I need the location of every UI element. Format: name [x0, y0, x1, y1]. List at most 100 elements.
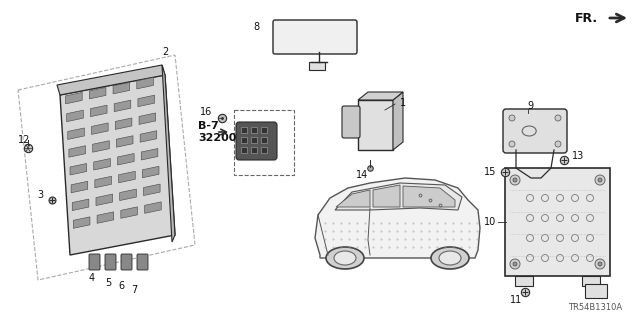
Polygon shape	[90, 105, 107, 117]
Bar	[261, 137, 267, 143]
Polygon shape	[67, 110, 83, 122]
Polygon shape	[69, 146, 86, 157]
FancyBboxPatch shape	[105, 254, 116, 270]
Bar	[234, 110, 294, 175]
Polygon shape	[70, 164, 86, 175]
Polygon shape	[65, 92, 82, 104]
Text: B-7: B-7	[198, 121, 219, 131]
Bar	[251, 147, 257, 153]
Text: 10: 10	[484, 217, 496, 227]
Bar	[251, 127, 257, 133]
Text: 16: 16	[200, 107, 212, 117]
Polygon shape	[118, 154, 134, 165]
Polygon shape	[143, 184, 160, 196]
Text: 32200: 32200	[198, 133, 236, 143]
Polygon shape	[93, 141, 109, 152]
FancyBboxPatch shape	[585, 284, 607, 298]
Polygon shape	[140, 131, 157, 142]
Text: 15: 15	[484, 167, 496, 177]
Polygon shape	[72, 199, 89, 211]
Circle shape	[513, 262, 517, 266]
Polygon shape	[113, 82, 130, 94]
Bar	[241, 137, 247, 143]
Polygon shape	[138, 95, 154, 107]
Polygon shape	[114, 100, 131, 112]
Polygon shape	[115, 118, 132, 130]
Polygon shape	[336, 190, 370, 207]
Text: 13: 13	[572, 151, 584, 161]
Text: 6: 6	[118, 281, 124, 291]
Polygon shape	[96, 194, 113, 205]
Text: TR54B1310A: TR54B1310A	[568, 303, 622, 312]
FancyBboxPatch shape	[273, 20, 357, 54]
Text: 8: 8	[254, 22, 260, 32]
Circle shape	[598, 262, 602, 266]
Ellipse shape	[431, 247, 469, 269]
Ellipse shape	[334, 251, 356, 265]
Polygon shape	[393, 92, 403, 150]
FancyBboxPatch shape	[505, 168, 610, 276]
Text: 11: 11	[510, 295, 522, 305]
FancyBboxPatch shape	[121, 254, 132, 270]
Polygon shape	[92, 123, 108, 134]
Polygon shape	[141, 148, 158, 160]
Bar	[261, 127, 267, 133]
Polygon shape	[373, 185, 400, 207]
FancyBboxPatch shape	[515, 276, 533, 286]
Circle shape	[555, 115, 561, 121]
Polygon shape	[71, 181, 88, 193]
Polygon shape	[162, 65, 175, 242]
Polygon shape	[137, 77, 154, 89]
Polygon shape	[116, 136, 133, 147]
Polygon shape	[118, 171, 135, 183]
Polygon shape	[121, 207, 138, 218]
Text: 2: 2	[162, 47, 168, 57]
Polygon shape	[142, 166, 159, 178]
FancyBboxPatch shape	[89, 254, 100, 270]
Bar	[261, 147, 267, 153]
FancyBboxPatch shape	[582, 276, 600, 286]
Polygon shape	[139, 113, 156, 124]
Text: 4: 4	[89, 273, 95, 283]
FancyBboxPatch shape	[503, 109, 567, 153]
Polygon shape	[60, 75, 175, 255]
FancyBboxPatch shape	[236, 122, 277, 160]
Text: FR.: FR.	[575, 12, 598, 25]
Bar	[241, 147, 247, 153]
Polygon shape	[145, 202, 161, 213]
Circle shape	[598, 178, 602, 182]
Polygon shape	[57, 65, 165, 95]
Bar	[308, 62, 324, 70]
Text: 12: 12	[18, 135, 30, 145]
Circle shape	[555, 141, 561, 147]
Ellipse shape	[326, 247, 364, 269]
Circle shape	[595, 259, 605, 269]
Text: 5: 5	[105, 278, 111, 288]
Text: 3: 3	[37, 190, 43, 200]
Polygon shape	[120, 189, 136, 201]
Polygon shape	[97, 212, 114, 223]
Circle shape	[510, 259, 520, 269]
Text: 9: 9	[527, 101, 533, 111]
Polygon shape	[335, 183, 462, 210]
Circle shape	[513, 178, 517, 182]
Polygon shape	[95, 176, 111, 188]
Polygon shape	[68, 128, 84, 140]
FancyBboxPatch shape	[342, 106, 360, 138]
Polygon shape	[315, 178, 480, 258]
Text: 1: 1	[400, 98, 406, 108]
Polygon shape	[403, 186, 455, 207]
FancyBboxPatch shape	[137, 254, 148, 270]
Text: 7: 7	[131, 285, 137, 295]
Polygon shape	[93, 158, 110, 170]
Circle shape	[509, 115, 515, 121]
Circle shape	[510, 175, 520, 185]
FancyBboxPatch shape	[358, 100, 393, 150]
Polygon shape	[358, 92, 403, 100]
Text: 14: 14	[356, 170, 368, 180]
Bar	[251, 137, 257, 143]
Polygon shape	[90, 87, 106, 99]
Polygon shape	[74, 217, 90, 228]
Circle shape	[509, 141, 515, 147]
Ellipse shape	[439, 251, 461, 265]
